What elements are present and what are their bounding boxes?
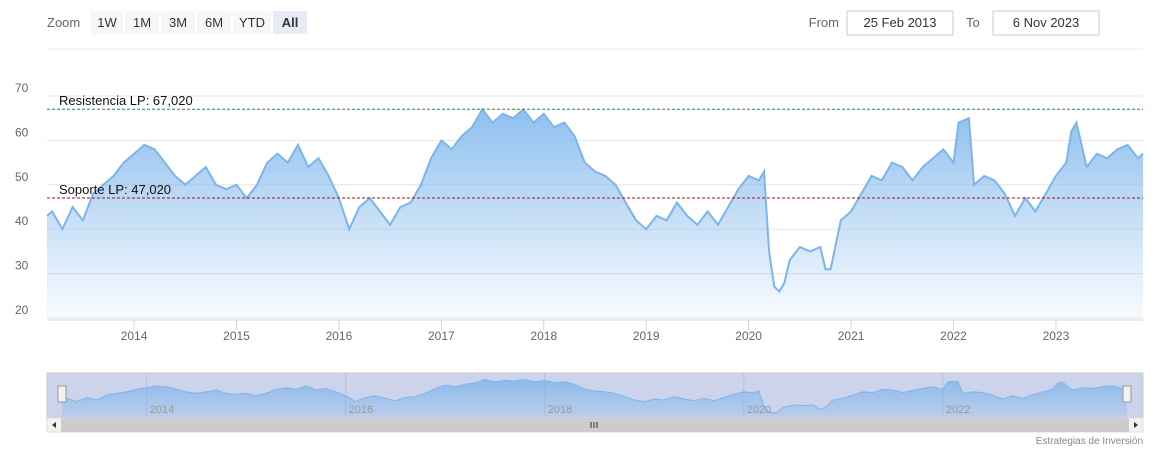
range-button[interactable]: 6M — [197, 11, 231, 34]
scrollbar-grip — [590, 422, 598, 428]
range-button-label[interactable]: 1W — [97, 15, 117, 30]
navigator-area — [62, 379, 1127, 418]
navigator-line — [61, 378, 1128, 414]
price-line — [46, 107, 1144, 293]
y-tick-label: 20 — [15, 303, 29, 317]
from-input[interactable] — [846, 10, 954, 36]
range-button-bg[interactable] — [91, 11, 123, 34]
range-button-bg[interactable] — [197, 11, 231, 34]
range-button[interactable]: All — [273, 11, 307, 34]
navigator-tick-label: 2014 — [150, 404, 174, 416]
x-tick-label: 2021 — [838, 329, 865, 343]
x-tick-label: 2014 — [121, 329, 148, 343]
range-button[interactable]: 1W — [91, 11, 123, 34]
area-fill — [47, 109, 1143, 318]
range-button-label[interactable]: YTD — [239, 15, 265, 30]
x-tick-label: 2017 — [428, 329, 455, 343]
y-tick-label: 70 — [15, 81, 29, 95]
navigator-handle[interactable] — [1122, 385, 1132, 403]
scrollbar-right-arrow[interactable] — [1134, 422, 1138, 428]
to-date[interactable]: 6 Nov 2023 — [1013, 15, 1080, 30]
range-button-label[interactable]: 1M — [133, 15, 151, 30]
range-button-bg[interactable] — [161, 11, 195, 34]
range-selector: Zoom 1W 1M 3M 6M YTD All From 25 Feb 2013 To 6 Nov… — [47, 10, 1100, 36]
from-label: From — [809, 15, 839, 30]
x-tick-label: 2022 — [940, 329, 967, 343]
range-button[interactable]: YTD — [233, 11, 271, 34]
range-button-bg[interactable] — [273, 11, 307, 34]
y-tick-label: 50 — [15, 170, 29, 184]
navigator-tick-label: 2022 — [946, 404, 970, 416]
range-button-bg[interactable] — [233, 11, 271, 34]
plot: 20 30 40 50 60 70 2014 2015 2016 2017 2018 2019 2020… — [15, 81, 1144, 343]
y-tick-label: 30 — [15, 259, 29, 273]
navigator-tick-label: 2020 — [747, 404, 771, 416]
x-tick-label: 2015 — [223, 329, 250, 343]
x-tick-label: 2018 — [530, 329, 557, 343]
to-label: To — [966, 15, 980, 30]
x-tick-label: 2019 — [633, 329, 660, 343]
y-tick-label: 40 — [15, 214, 29, 228]
navigator-tick-label: 2016 — [349, 404, 373, 416]
range-button-bg[interactable] — [125, 11, 159, 34]
x-tick-label: 2023 — [1043, 329, 1070, 343]
plot-line-label: Resistencia LP: 67,020 — [59, 93, 193, 108]
from-date[interactable]: 25 Feb 2013 — [863, 15, 936, 30]
x-tick-label: 2016 — [326, 329, 353, 343]
range-button-label[interactable]: 6M — [205, 15, 223, 30]
navigator-handle[interactable] — [57, 385, 67, 403]
range-button[interactable]: 1M — [125, 11, 159, 34]
scrollbar-thumb[interactable] — [61, 418, 1129, 432]
y-tick-label: 60 — [15, 125, 29, 139]
credits: Estrategias de Inversión — [1036, 436, 1143, 447]
navigator: 2014 2016 2018 2020 2022 — [46, 372, 1144, 433]
range-button-label[interactable]: 3M — [169, 15, 187, 30]
x-tick-label: 2020 — [735, 329, 762, 343]
navigator-tick-label: 2018 — [548, 404, 572, 416]
zoom-label: Zoom — [47, 15, 80, 30]
plot-line-label: Soporte LP: 47,020 — [59, 182, 171, 197]
range-button-label[interactable]: All — [282, 15, 299, 30]
scrollbar-left-arrow[interactable] — [52, 422, 56, 428]
range-button[interactable]: 3M — [161, 11, 195, 34]
to-input[interactable] — [992, 10, 1100, 36]
